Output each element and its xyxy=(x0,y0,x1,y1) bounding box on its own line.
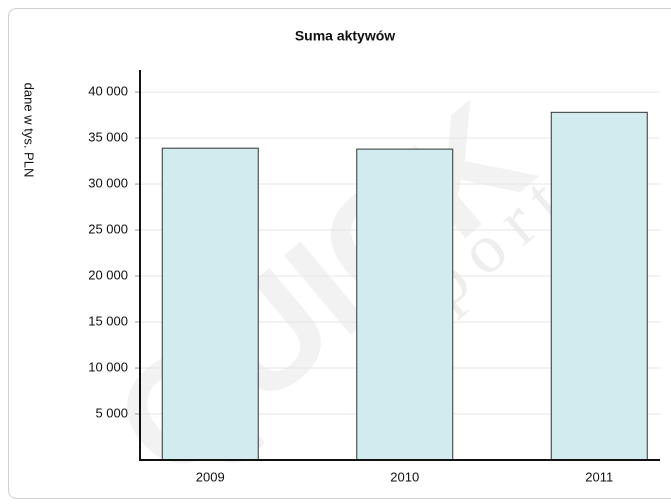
x-tick-label: 2010 xyxy=(390,469,419,484)
y-tick-label: 30 000 xyxy=(88,175,128,190)
y-tick-label: 10 000 xyxy=(88,359,128,374)
y-tick-label: 40 000 xyxy=(88,84,128,99)
bar xyxy=(356,148,454,461)
y-tick-label: 20 000 xyxy=(88,267,128,282)
bar xyxy=(550,111,648,461)
x-tick-label: 2009 xyxy=(196,469,225,484)
y-tick-label: 25 000 xyxy=(88,221,128,236)
y-tick-label: 15 000 xyxy=(88,313,128,328)
y-tick-label: 5 000 xyxy=(95,405,128,420)
x-tick-label: 2011 xyxy=(585,469,613,484)
y-tick-label: 35 000 xyxy=(88,130,128,145)
bar xyxy=(161,147,259,461)
y-axis-label: dane w tys. PLN xyxy=(22,83,37,178)
chart-title: Suma aktywów xyxy=(295,28,395,44)
